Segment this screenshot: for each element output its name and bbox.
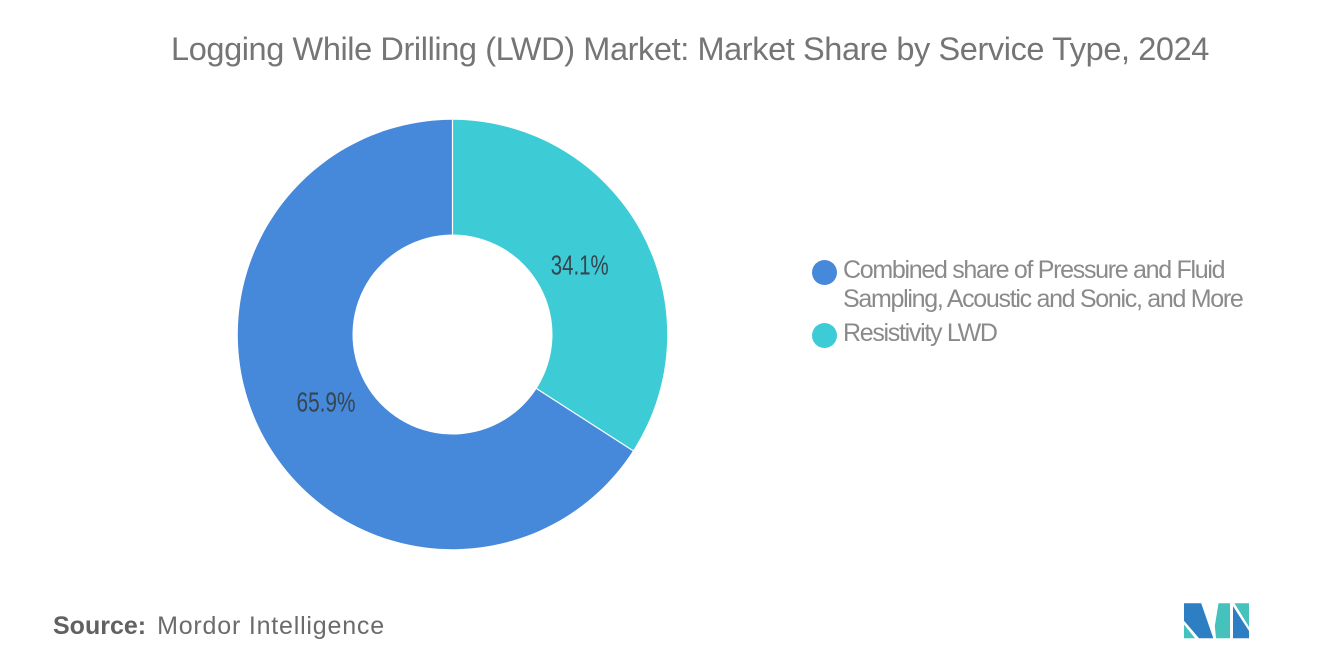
- svg-text:34.1%: 34.1%: [551, 250, 609, 281]
- svg-text:65.9%: 65.9%: [297, 387, 356, 418]
